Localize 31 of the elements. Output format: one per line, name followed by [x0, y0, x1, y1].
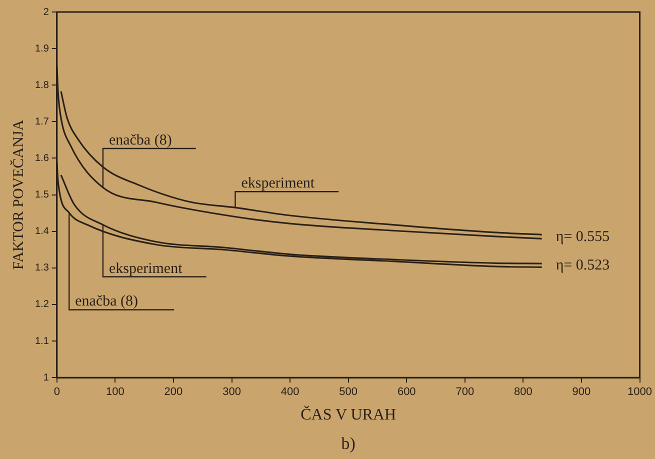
y-tick-label: 1.9 [34, 43, 50, 54]
x-tick-label: 100 [106, 386, 124, 398]
annotation: enačba (8) [108, 132, 172, 148]
x-tick-label: 500 [339, 386, 358, 398]
y-tick-label: 1.5 [34, 190, 50, 201]
x-tick-label: 600 [397, 386, 416, 398]
x-tick-label: 400 [280, 386, 300, 398]
text: b) [341, 434, 356, 453]
y-tick-label: 1 [43, 372, 50, 384]
y-tick-label: 1.6 [34, 152, 50, 164]
y-tick-label: 1.4 [34, 226, 50, 238]
annotation: η= 0.523 [556, 257, 610, 274]
x-axis-title: ČAS V URAH [300, 406, 396, 424]
x-tick-label: 1000 [628, 386, 652, 398]
y-tick-label: 2 [43, 6, 50, 18]
x-tick-label: 900 [572, 386, 591, 398]
annotation: η= 0.555 [556, 228, 610, 245]
y-tick-label: 1.2 [34, 299, 50, 310]
y-axis-title: FAKTOR POVEČANJA [10, 120, 27, 270]
y-tick-label: 1.8 [34, 80, 50, 91]
x-tick-label: 800 [514, 386, 532, 398]
y-tick-label: 1.3 [34, 262, 50, 274]
x-tick-label: 200 [164, 386, 183, 398]
y-tick-label: 1.7 [34, 116, 50, 128]
x-tick-label: 0 [54, 386, 60, 398]
annotation: enačba (8) [75, 294, 138, 310]
annotation: eksperiment [108, 260, 184, 277]
x-tick-label: 300 [222, 386, 241, 398]
annotation: eksperiment [241, 176, 316, 192]
x-tick-label: 700 [456, 386, 474, 398]
y-tick-label: 1.1 [34, 336, 50, 347]
